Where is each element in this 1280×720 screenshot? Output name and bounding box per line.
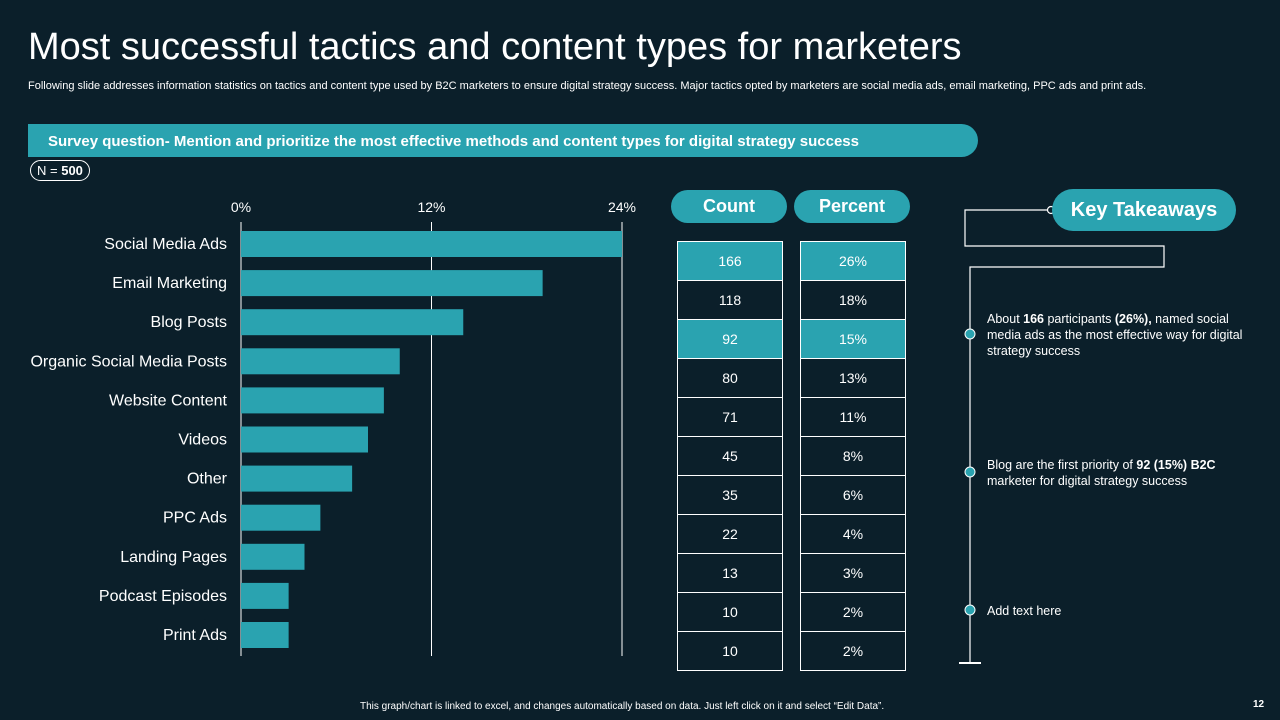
percent-column: 26% 18% 15% 13% 11% 8% 6% 4% 3% 2% 2% — [800, 241, 906, 671]
takeaways-connector — [959, 205, 1165, 664]
sample-size-value: 500 — [61, 163, 83, 178]
category-label: PPC Ads — [163, 510, 227, 527]
percent-cell: 2% — [842, 643, 864, 659]
x-tick-label: 0% — [231, 199, 251, 215]
sample-size-equals: = — [46, 163, 62, 178]
bar — [241, 348, 400, 375]
takeaway-1-b: 166 — [1023, 312, 1044, 326]
page-subtitle: Following slide addresses information st… — [28, 80, 1147, 92]
percent-cell: 4% — [801, 515, 905, 554]
percent-column-header: Percent — [794, 190, 910, 223]
category-label: Email Marketing — [112, 275, 227, 292]
count-cell: 10 — [678, 593, 782, 632]
count-cell: 80 — [678, 359, 782, 398]
category-label: Videos — [178, 432, 227, 449]
bar — [241, 504, 321, 531]
takeaway-2-b: 92 (15%) B2C — [1136, 458, 1216, 472]
key-takeaways-title: Key Takeaways — [1052, 189, 1236, 231]
x-tick-label: 24% — [608, 199, 636, 215]
percent-cell: 13% — [801, 359, 905, 398]
count-cell: 92 — [678, 320, 782, 359]
survey-question-banner: Survey question- Mention and prioritize … — [28, 124, 978, 157]
category-label: Social Media Ads — [104, 236, 227, 253]
page-title: Most successful tactics and content type… — [28, 26, 962, 68]
bar — [241, 582, 289, 609]
count-cell: 118 — [678, 281, 782, 320]
percent-cell: 3% — [801, 554, 905, 593]
category-label: Landing Pages — [120, 549, 227, 566]
takeaway-1-e: named social media ads as the most effec… — [987, 312, 1243, 358]
bar — [241, 270, 543, 297]
category-label: Print Ads — [163, 627, 227, 644]
footer-note: This graph/chart is linked to excel, and… — [360, 701, 885, 712]
count-cell: 35 — [678, 476, 782, 515]
bar-chart: 0% 12% 24% Social Media Ads Email Marketing B… — [30, 199, 636, 656]
percent-cell: 8% — [801, 437, 905, 476]
takeaway-3: Add text here — [987, 604, 1062, 618]
takeaway-1-d: (26%), — [1114, 312, 1152, 326]
bar — [241, 231, 622, 257]
count-cell: 22 — [678, 515, 782, 554]
x-tick-label: 12% — [417, 199, 445, 215]
takeaway-2-c: marketer for digital strategy success — [987, 474, 1188, 488]
count-cell: 45 — [678, 437, 782, 476]
count-cell: 13 — [678, 554, 782, 593]
page-number: 12 — [1253, 699, 1265, 710]
count-cell: 71 — [678, 398, 782, 437]
percent-cell: 26% — [801, 242, 905, 281]
percent-cell: 15% — [801, 320, 905, 359]
sample-size-badge: N = 500 — [30, 160, 90, 181]
takeaway-2: Blog are the first priority of 92 (15%) … — [987, 457, 1257, 489]
bar — [241, 622, 289, 648]
takeaway-1-a: About — [987, 312, 1024, 326]
takeaway-dot-3 — [964, 604, 976, 616]
takeaway-1-c: participants — [1044, 312, 1115, 326]
count-cell: 166 — [678, 242, 782, 281]
takeaway-dot-2 — [964, 466, 976, 478]
takeaway-dot-1 — [964, 328, 976, 340]
sample-size-label: N — [37, 163, 47, 178]
category-label: Other — [187, 471, 228, 488]
connector-line — [964, 209, 1165, 663]
count-column-header: Count — [671, 190, 787, 223]
bar — [241, 543, 305, 570]
category-label: Podcast Episodes — [99, 588, 227, 605]
percent-cell: 6% — [801, 476, 905, 515]
survey-question-text: Survey question- Mention and prioritize … — [48, 133, 859, 150]
category-label: Website Content — [109, 392, 228, 409]
bar — [241, 465, 353, 492]
bar — [241, 309, 464, 336]
bar — [241, 426, 368, 453]
count-column: 166 118 92 80 71 45 35 22 13 10 10 — [677, 241, 783, 671]
category-label: Organic Social Media Posts — [30, 353, 227, 370]
count-cell: 10 — [722, 643, 738, 659]
percent-cell: 2% — [801, 593, 905, 632]
takeaway-1: About 166 participants (26%), named soci… — [987, 311, 1257, 359]
takeaway-2-a: Blog are the first priority of — [987, 458, 1137, 472]
percent-cell: 11% — [801, 398, 905, 437]
percent-cell: 18% — [801, 281, 905, 320]
category-label: Blog Posts — [151, 314, 227, 331]
bar — [241, 387, 384, 414]
